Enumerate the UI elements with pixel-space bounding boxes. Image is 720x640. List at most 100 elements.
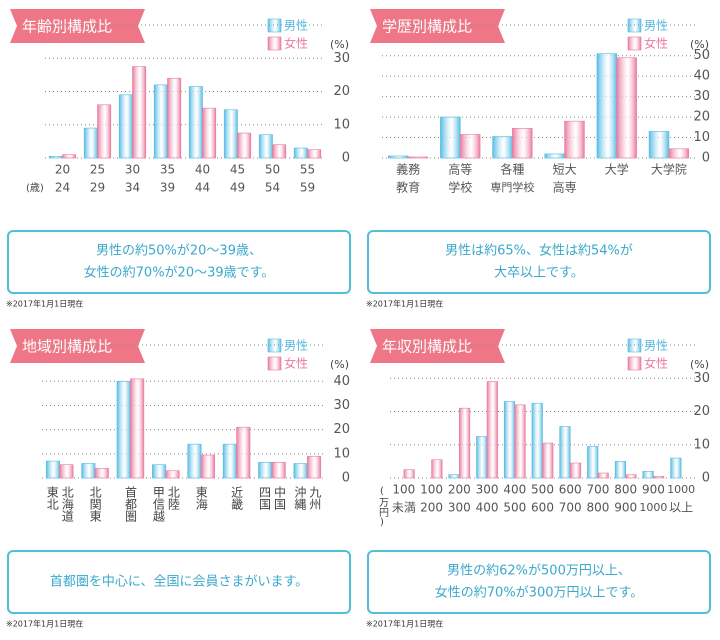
- bar: [431, 459, 443, 479]
- bar: [512, 128, 533, 159]
- legend-label: 女性: [284, 357, 308, 371]
- bar: [236, 426, 251, 479]
- bar: [62, 154, 77, 159]
- bar: [45, 460, 60, 479]
- unit-label: (%): [330, 358, 349, 371]
- bar: [187, 443, 202, 479]
- y-tick-label: 20: [333, 84, 350, 99]
- x-tick-label: 大学: [605, 162, 629, 177]
- y-tick-label: 20: [693, 110, 710, 125]
- bar: [165, 470, 180, 479]
- chart-title: 地域別構成比: [22, 338, 112, 356]
- unit-label: (%): [690, 38, 709, 51]
- note-box: [7, 550, 351, 614]
- y-tick-label: 40: [693, 69, 710, 84]
- x-tick-label: 首都圏: [123, 486, 137, 523]
- bar: [293, 147, 308, 159]
- legend-label: 男性: [284, 19, 308, 33]
- note-text: 首都圏を中心に、全国に会員さまがいます。: [50, 575, 308, 590]
- bar: [544, 153, 565, 159]
- bar: [587, 446, 599, 479]
- x-tick-label: 1000: [639, 501, 667, 514]
- bar: [132, 66, 147, 159]
- x-tick-label: 甲信越: [151, 486, 165, 523]
- x-tick-label: 900: [614, 501, 637, 515]
- x-tick-label: 800: [587, 501, 610, 515]
- x-tick-label: 400: [476, 501, 499, 515]
- x-tick-label: 800: [614, 483, 637, 497]
- x-tick-label: 39: [160, 181, 175, 195]
- x-tick-label: 400: [503, 483, 526, 497]
- footnote: ※2017年1月1日現在: [6, 299, 83, 309]
- legend-swatch: [267, 356, 282, 371]
- note-text: 大卒以上です。: [494, 266, 584, 281]
- chart-title: 年齢別構成比: [22, 18, 112, 36]
- y-tick-label: 0: [342, 151, 350, 166]
- legend-swatch: [267, 36, 282, 51]
- bar: [503, 401, 516, 479]
- footnote: ※2017年1月1日現在: [366, 299, 443, 309]
- note-box: [7, 230, 351, 294]
- x-tick-label: 700: [587, 483, 610, 497]
- bar: [118, 94, 133, 159]
- title-ribbon: [10, 329, 145, 363]
- bar: [293, 463, 308, 479]
- x-tick-label: 東北: [45, 486, 59, 511]
- bar: [272, 144, 287, 159]
- bar: [407, 156, 429, 159]
- y-tick-label: 20: [333, 422, 350, 437]
- x-tick-label: 40: [195, 163, 210, 177]
- x-tick-label: 30: [125, 163, 140, 177]
- x-tick-label: 近畿: [230, 486, 244, 510]
- x-tick-label: 専門学校: [490, 180, 534, 194]
- bar: [648, 131, 670, 159]
- note-text: 女性の約70%が300万円以上です。: [435, 586, 643, 601]
- bar: [130, 378, 145, 479]
- bar: [188, 86, 203, 159]
- x-tick-label: 34: [125, 181, 140, 195]
- x-tick-label: 大学院: [651, 162, 687, 177]
- legend-label: 女性: [644, 37, 668, 51]
- bar: [670, 457, 682, 479]
- bar: [492, 136, 513, 159]
- bar: [596, 53, 618, 159]
- y-tick-label: 50: [693, 48, 710, 63]
- x-tick-label: 以上: [669, 501, 693, 515]
- bar: [237, 132, 252, 159]
- x-tick-label: 義務: [396, 162, 420, 177]
- y-tick-label: 30: [693, 89, 710, 104]
- legend-label: 女性: [284, 37, 308, 51]
- bar: [97, 104, 112, 159]
- x-tick-label: 200: [420, 501, 443, 515]
- bar: [202, 107, 217, 159]
- footnote: ※2017年1月1日現在: [6, 619, 83, 629]
- x-tick-label: 100: [392, 483, 415, 497]
- title-ribbon: [370, 9, 505, 43]
- y-tick-label: 0: [342, 471, 350, 486]
- note-text: 男性は約65%、女性は約54%が: [445, 244, 633, 259]
- y-tick-label: 10: [693, 130, 710, 145]
- bar: [531, 402, 543, 479]
- bar: [307, 149, 322, 159]
- bar: [653, 476, 665, 479]
- note-text: 女性の約70%が20～39歳です。: [84, 266, 275, 281]
- x-tick-label: 学校: [448, 180, 472, 195]
- bar: [459, 407, 471, 479]
- bar: [642, 471, 654, 479]
- x-tick-label: 24: [55, 181, 70, 195]
- bar: [223, 109, 238, 159]
- x-tick-label: 59: [300, 181, 315, 195]
- bar: [564, 120, 585, 159]
- x-tick-label: 49: [230, 181, 245, 195]
- x-tick-label: 900: [642, 483, 665, 497]
- chart-title: 学歴別構成比: [382, 18, 472, 36]
- y-tick-label: 10: [693, 437, 710, 452]
- x-tick-label: 1000: [667, 483, 695, 496]
- x-tick-label: 45: [230, 163, 245, 177]
- bar: [222, 443, 237, 479]
- bar: [200, 454, 215, 479]
- bar: [514, 404, 526, 479]
- x-tick-label: 高等: [448, 163, 472, 177]
